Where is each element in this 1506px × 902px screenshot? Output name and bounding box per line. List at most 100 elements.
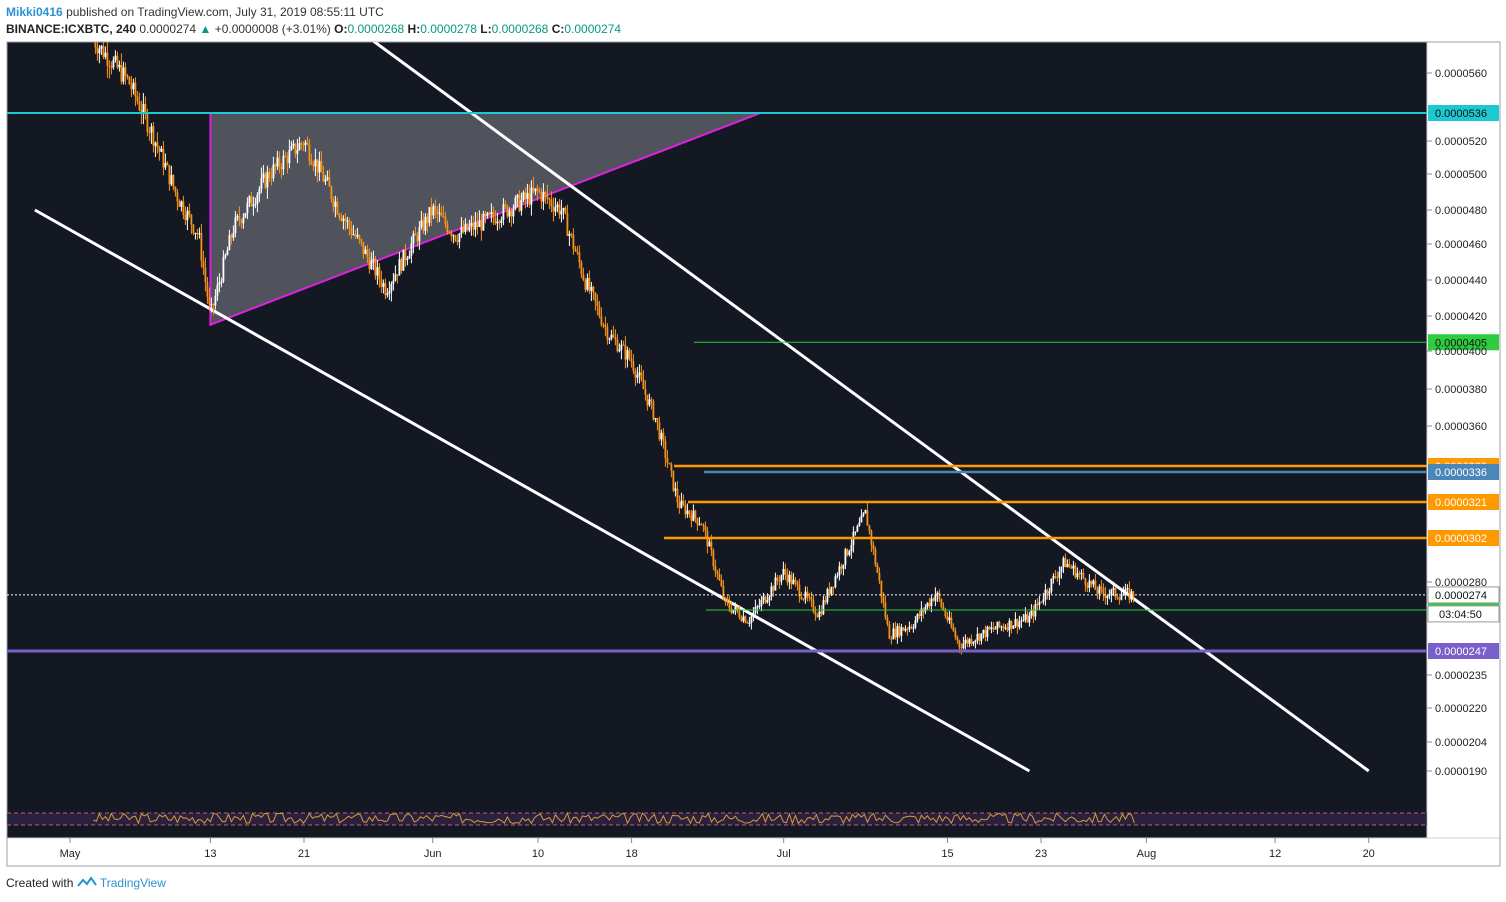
candle-body-372 (836, 575, 839, 577)
candle-body-50 (192, 224, 195, 234)
y-tick-label-0.0000204: 0.0000204 (1435, 737, 1487, 749)
candle-body-350 (792, 579, 795, 585)
candle-body-26 (144, 103, 147, 113)
tradingview-brand[interactable]: TradingView (99, 876, 166, 890)
candle-body-3 (98, 48, 101, 54)
candle-body-495 (1082, 572, 1085, 579)
y-tick-label-0.0000280: 0.0000280 (1435, 577, 1487, 589)
candle-body-175 (442, 216, 445, 218)
candle-body-98 (288, 150, 291, 164)
candle-body-431 (954, 631, 957, 638)
candle-body-361 (814, 611, 817, 615)
candle-body-226 (544, 192, 547, 195)
candle-body-169 (430, 207, 433, 216)
y-tick-label-0.0000500: 0.0000500 (1435, 169, 1487, 181)
candle-body-304 (700, 524, 703, 526)
candle-body-336 (764, 596, 767, 603)
candle-body-418 (928, 602, 931, 607)
candle-body-436 (964, 639, 967, 644)
candle-body-371 (834, 576, 837, 587)
candle-body-76 (244, 213, 247, 218)
candle-body-368 (828, 589, 831, 595)
candle-body-321 (734, 606, 737, 610)
candle-body-362 (816, 614, 819, 618)
close-value: 0.0000274 (564, 22, 622, 36)
candle-body-191 (474, 221, 477, 230)
level-label-0.0000405: 0.0000405 (1435, 337, 1487, 349)
candle-body-39 (170, 175, 173, 185)
candle-body-427 (946, 616, 949, 621)
candle-body-122 (336, 201, 339, 215)
x-tick-label-13: 13 (204, 848, 216, 860)
candle-body-399 (890, 638, 893, 640)
y-tick-label-0.0000190: 0.0000190 (1435, 766, 1487, 778)
candle-body-134 (360, 239, 363, 243)
candle-body-477 (1046, 589, 1049, 594)
candle-body-310 (712, 550, 715, 567)
candle-body-493 (1078, 573, 1081, 575)
candle-body-149 (390, 283, 393, 292)
candle-body-143 (378, 267, 381, 280)
candle-body-360 (812, 599, 815, 612)
open-label: O: (334, 22, 348, 36)
candle-body-107 (306, 142, 309, 145)
candle-body-516 (1124, 588, 1127, 594)
candle-body-209 (510, 210, 513, 217)
channel-line-1 (372, 42, 1370, 773)
candle-body-352 (796, 581, 799, 585)
level-label-0.0000302: 0.0000302 (1435, 533, 1487, 545)
candle-body-466 (1024, 614, 1027, 620)
candle-body-183 (458, 233, 461, 242)
candle-body-425 (942, 606, 945, 610)
candle-body-366 (824, 600, 827, 603)
candle-body-163 (418, 227, 421, 242)
candle-body-373 (838, 566, 841, 576)
candle-body-469 (1030, 610, 1033, 616)
candle-body-287 (666, 458, 669, 463)
candle-body-218 (528, 193, 531, 205)
candle-body-20 (132, 82, 135, 90)
candle-body-203 (498, 221, 501, 223)
candle-body-72 (236, 215, 239, 218)
candle-body-42 (176, 192, 179, 202)
candle-body-215 (522, 192, 525, 201)
candle-body-364 (820, 611, 823, 615)
candle-body-359 (810, 597, 813, 600)
candle-body-245 (582, 274, 585, 280)
candle-body-228 (548, 199, 551, 201)
candle-body-238 (568, 233, 571, 236)
candle-body-19 (130, 84, 133, 90)
time-axis[interactable] (6, 837, 1501, 867)
candle-body-413 (918, 614, 921, 616)
candle-body-158 (408, 255, 411, 259)
candle-body-103 (298, 143, 301, 151)
candle-body-142 (376, 267, 379, 276)
candle-body-480 (1052, 575, 1055, 579)
y-tick-label-0.0000440: 0.0000440 (1435, 275, 1487, 287)
candle-body-353 (798, 584, 801, 597)
candle-body-13 (118, 64, 121, 68)
candle-body-468 (1028, 615, 1031, 623)
candle-body-272 (636, 374, 639, 378)
author-link[interactable]: Mikki0416 (6, 5, 63, 19)
candle-body-333 (758, 605, 761, 607)
candle-body-155 (402, 249, 405, 271)
y-tick-label-0.0000360: 0.0000360 (1435, 421, 1487, 433)
candle-body-179 (450, 232, 453, 237)
price-change: +0.0000008 (+3.01%) (214, 22, 331, 36)
candle-body-258 (608, 338, 611, 340)
candle-body-514 (1120, 595, 1123, 600)
candle-body-325 (742, 616, 745, 621)
candle-body-423 (938, 592, 941, 600)
candle-body-140 (372, 259, 375, 261)
price-axis[interactable] (1426, 41, 1501, 839)
candle-body-161 (414, 233, 417, 236)
candle-body-312 (716, 571, 719, 574)
candle-body-323 (738, 611, 741, 618)
candle-body-67 (226, 250, 229, 256)
candle-body-51 (194, 232, 197, 234)
candle-body-152 (396, 274, 399, 276)
candle-body-137 (366, 249, 369, 258)
candle-body-127 (346, 220, 349, 222)
